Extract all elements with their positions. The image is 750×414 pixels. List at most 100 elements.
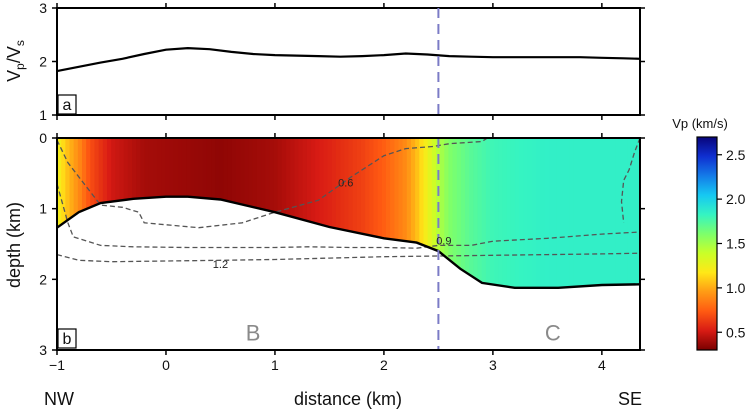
heatmap-cell: [165, 138, 171, 288]
heatmap-cell: [265, 138, 270, 288]
heatmap-cell: [394, 138, 400, 288]
heatmap-cell: [169, 138, 175, 288]
panel-b-letter: b: [63, 331, 72, 348]
panel-a-letter: a: [63, 97, 72, 114]
heatmap-cell: [473, 138, 479, 288]
heatmap-cell: [390, 138, 395, 288]
heatmap-cell: [485, 138, 491, 288]
heatmap-cell: [456, 138, 462, 288]
panel-b-frame: [56, 137, 641, 351]
panel-b-xtick-label: 3: [489, 357, 497, 373]
heatmap-cell: [73, 138, 79, 288]
heatmap-cell: [111, 138, 116, 288]
heatmap-cell: [298, 138, 304, 288]
contour-lines: [57, 138, 640, 263]
contour-line: [620, 138, 640, 223]
heatmap-cell: [477, 138, 483, 288]
heatmap-cell: [606, 138, 612, 288]
contour-line: [57, 183, 640, 249]
heatmap-cell: [398, 138, 404, 288]
heatmap-cell: [140, 138, 146, 288]
panel-b-letter-box: [57, 328, 77, 349]
heatmap-cell: [77, 138, 83, 288]
panel-a-ylabel: Vp/Vs: [4, 40, 27, 82]
heatmap-cell: [98, 138, 104, 288]
y-axis-label: depth (km): [4, 202, 24, 288]
basement-line: [57, 195, 640, 289]
contour-labels: 0.6 0.9 1.2: [213, 178, 452, 271]
heatmap-cell: [540, 138, 545, 288]
panel-b-xtick-label: −1: [49, 357, 65, 373]
heatmap-cell: [248, 138, 254, 288]
heatmap-cell: [610, 138, 616, 288]
heatmap-cell: [577, 138, 583, 288]
heatmap-cell: [306, 138, 312, 288]
panel-b-xtick-label: 0: [162, 357, 170, 373]
heatmap-cell: [281, 138, 287, 288]
heatmap-cell: [315, 138, 320, 288]
colorbar-tick-label: 1.5: [726, 236, 746, 252]
contour-label: 0.9: [436, 235, 451, 247]
heatmap-cell: [336, 138, 341, 288]
heatmap-cell: [369, 138, 375, 288]
heatmap-cell: [460, 138, 466, 288]
colorbar-tick-label: 1.0: [726, 280, 746, 296]
heatmap-cell: [294, 138, 300, 288]
heatmap-cell: [556, 138, 562, 288]
heatmap-cell: [590, 138, 595, 288]
heatmap-cell: [144, 138, 150, 288]
heatmap-cell: [502, 138, 508, 288]
heatmap-cell: [231, 138, 237, 288]
panel-a-ylabel-text: Vp/Vs: [4, 40, 27, 82]
heatmap-cell: [261, 138, 266, 288]
heatmap-cell: [423, 138, 429, 288]
heatmap-cell: [569, 138, 574, 288]
heatmap-cell: [311, 138, 316, 288]
heatmap-cell: [581, 138, 587, 288]
heatmap-cell: [202, 138, 208, 288]
panel-b-ytick-label: 2: [39, 271, 47, 287]
heatmap-cell: [635, 138, 640, 288]
velocity-heatmap: [57, 138, 640, 288]
region-label: B: [246, 320, 261, 345]
heatmap-cell: [252, 138, 258, 288]
heatmap-cell: [360, 138, 366, 288]
heatmap-cell: [627, 138, 633, 288]
heatmap-cell: [173, 138, 179, 288]
heatmap-cell: [148, 138, 154, 288]
heatmap-cell: [615, 138, 620, 288]
heatmap-cell: [544, 138, 549, 288]
panel-a-ytick-label: 3: [39, 0, 47, 16]
heatmap-cell: [194, 138, 200, 288]
heatmap-cell: [136, 138, 141, 288]
heatmap-cell: [181, 138, 187, 288]
panel-b-xtick-label: 4: [598, 357, 606, 373]
heatmap-cell: [531, 138, 537, 288]
heatmap-cell: [69, 138, 75, 288]
panel-b-ytick-label: 0: [39, 130, 47, 146]
heatmap-cell: [244, 138, 250, 288]
heatmap-cell: [290, 138, 295, 288]
panel-b-ytick-label: 1: [39, 201, 47, 217]
heatmap-cell: [323, 138, 329, 288]
heatmap-cell: [273, 138, 279, 288]
heatmap-cell: [86, 138, 91, 288]
panel-a-frame: [56, 7, 641, 116]
colorbar-strip: [696, 136, 718, 351]
heatmap-cell: [519, 138, 524, 288]
heatmap-cell: [523, 138, 529, 288]
heatmap-cell: [381, 138, 387, 288]
heatmap-cell: [127, 138, 133, 288]
colorbar-tick-label: 2.0: [726, 191, 746, 207]
heatmap-cell: [498, 138, 504, 288]
heatmap-cell: [240, 138, 245, 288]
heatmap-cell: [152, 138, 158, 288]
contour-line: [57, 252, 640, 263]
heatmap-cell: [57, 138, 62, 288]
heatmap-cell: [211, 138, 216, 288]
colorbar-label: Vp (km/s): [672, 116, 728, 131]
heatmap-cell: [452, 138, 458, 288]
